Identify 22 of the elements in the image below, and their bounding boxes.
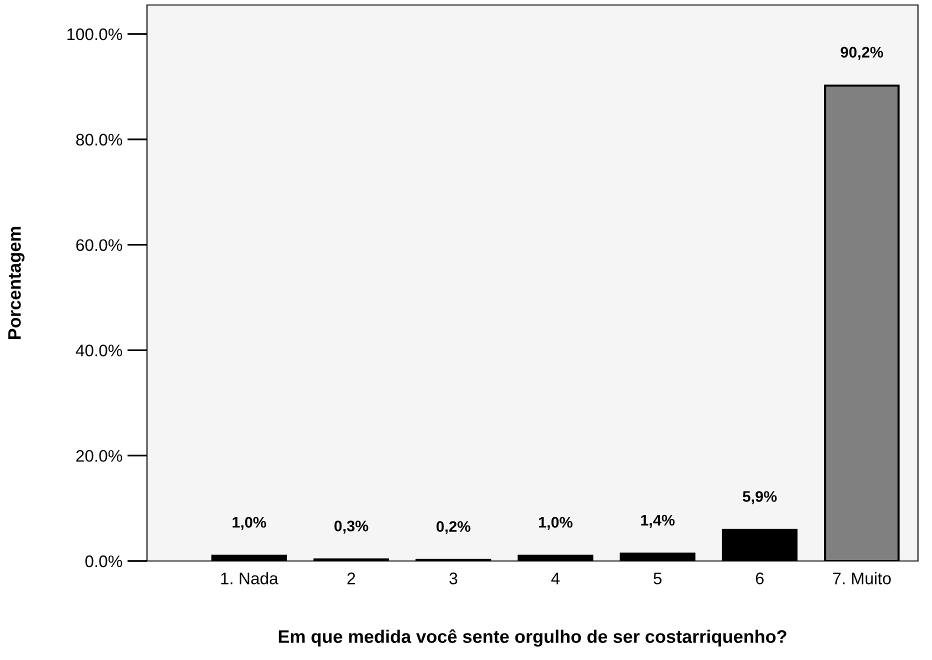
y-tick-label: 80.0% <box>76 134 122 146</box>
x-tick-label: 2 <box>347 572 356 584</box>
y-tick-label: 20.0% <box>76 450 122 462</box>
data-label: 1,0% <box>539 516 572 530</box>
data-label: 0,2% <box>436 521 470 534</box>
x-tick-label: 3 <box>449 572 458 584</box>
y-axis-title: Porcentagem <box>8 226 25 339</box>
data-label: 1,0% <box>232 516 266 530</box>
x-tick-label: 7. Muito <box>833 572 891 584</box>
y-tick-label: 40.0% <box>76 344 122 356</box>
y-tick-label: 100.0% <box>67 28 122 40</box>
x-tick-label: 1. Nada <box>221 572 278 584</box>
x-axis-title: Em que medida você sente orgulho de ser costarriquenho? <box>278 629 786 647</box>
data-label: 1,4% <box>641 514 675 528</box>
y-tick-label: 60.0% <box>76 239 122 251</box>
x-tick-label: 6 <box>756 572 764 584</box>
x-tick-label: 4 <box>551 572 560 584</box>
y-tick-label: 0.0% <box>85 555 122 568</box>
data-label: 90,2% <box>840 46 884 60</box>
data-label: 5,9% <box>742 491 777 504</box>
x-tick-label: 5 <box>654 572 662 584</box>
data-label: 0,3% <box>334 520 368 534</box>
